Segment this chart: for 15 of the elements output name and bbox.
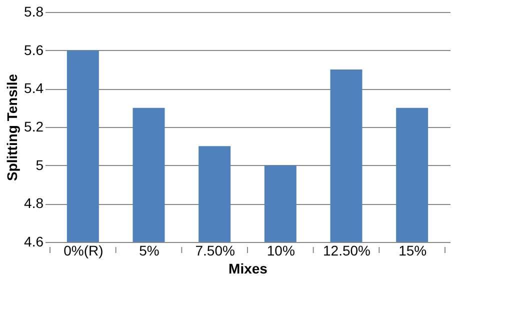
y-tick-label: 5: [36, 156, 44, 173]
y-tick-label: 5.6: [24, 42, 44, 58]
y-tick-label: 5.8: [24, 4, 44, 20]
x-tick-label: 10%: [266, 242, 295, 258]
y-tick-label: 4.8: [24, 195, 44, 212]
x-tick-label: 0%(R): [64, 242, 104, 258]
y-axis-title: Splitting Tensile: [4, 74, 20, 182]
x-tick-label: 12.50%: [323, 242, 370, 258]
x-tick-label: 7.50%: [195, 242, 235, 258]
x-tick-label: 15%: [398, 242, 427, 258]
x-axis-title: Mixes: [228, 260, 268, 276]
y-tick-label: 5.4: [24, 80, 44, 96]
y-tick-label: 5.2: [24, 118, 44, 134]
y-tick-label: 4.6: [24, 234, 44, 250]
x-tick-label: 5%: [139, 242, 160, 258]
